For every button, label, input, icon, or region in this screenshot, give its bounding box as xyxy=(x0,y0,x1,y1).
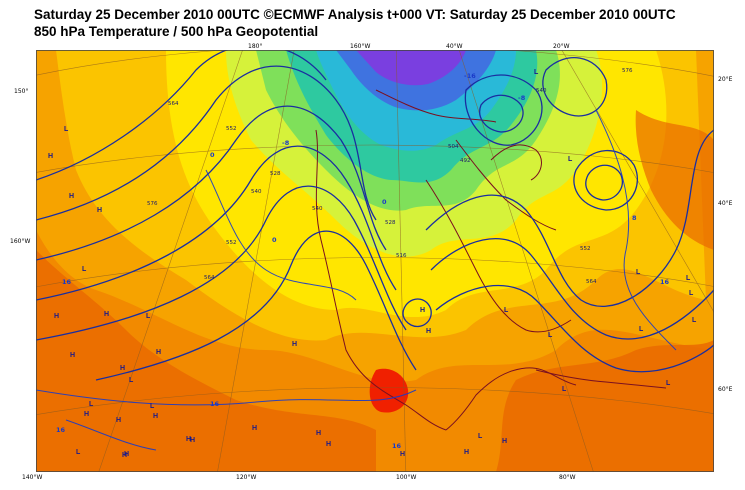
chart-title: Saturday 25 December 2010 00UTC ©ECMWF A… xyxy=(34,7,676,22)
contour-label-516: 516 xyxy=(396,253,407,259)
pressure-centers: H H H H H H H H H H H H H H H H H H H H … xyxy=(48,69,697,459)
temp-label-16: 16 xyxy=(392,442,402,450)
temp-label-minus16: -16 xyxy=(464,72,476,80)
high-marker: H xyxy=(97,207,102,214)
high-marker: H xyxy=(124,451,129,458)
contour-label-576: 576 xyxy=(147,201,158,207)
map-frame xyxy=(36,50,714,472)
contour-label-564: 564 xyxy=(168,101,179,107)
temp-band-dark-orange-ne xyxy=(635,110,714,250)
contour-label-552: 552 xyxy=(580,246,591,252)
temp-label-0: 0 xyxy=(272,236,277,244)
low-marker: L xyxy=(568,156,573,163)
low-marker: L xyxy=(129,377,134,384)
lon-label-20w: 20°W xyxy=(553,43,570,50)
high-marker: H xyxy=(190,437,195,444)
high-marker: H xyxy=(153,413,158,420)
low-marker: L xyxy=(504,307,509,314)
contour-label-528: 528 xyxy=(270,171,281,177)
high-marker: H xyxy=(316,430,321,437)
lon-label-bottom-140w: 140°W xyxy=(22,474,43,481)
contour-label-576: 576 xyxy=(622,68,633,74)
low-marker: L xyxy=(150,403,155,410)
contour-label-564: 564 xyxy=(204,275,215,281)
temp-band-violet xyxy=(356,50,466,86)
temp-label-8: 8 xyxy=(632,214,637,222)
high-marker: H xyxy=(116,417,121,424)
temp-label-16: 16 xyxy=(660,278,670,286)
chart-subtitle: 850 hPa Temperature / 500 hPa Geopotenti… xyxy=(34,24,319,39)
high-marker: H xyxy=(120,365,125,372)
coastlines xyxy=(315,89,667,431)
temp-band-dark-orange-west xyxy=(36,250,376,472)
low-marker: L xyxy=(146,313,151,320)
lon-label-bottom-120w: 120°W xyxy=(236,474,257,481)
low-marker: L xyxy=(562,386,567,393)
contour-label-504: 504 xyxy=(448,144,459,150)
high-marker: H xyxy=(69,193,74,200)
contour-label-492: 492 xyxy=(460,158,471,164)
high-marker: H xyxy=(54,313,59,320)
lon-label-bottom-80w: 80°W xyxy=(559,474,576,481)
temp-band-red-mexico xyxy=(369,368,409,413)
low-marker: L xyxy=(666,380,671,387)
low-marker: L xyxy=(76,449,81,456)
contour-label-552: 552 xyxy=(226,126,237,132)
temp-label-minus8: -8 xyxy=(282,139,290,147)
low-marker: L xyxy=(548,332,553,339)
temperature-labels: 0 -8 -16 0 16 16 16 16 -8 0 8 16 xyxy=(56,72,670,450)
low-marker: L xyxy=(639,326,644,333)
low-marker: L xyxy=(478,433,483,440)
chart-title-block: Saturday 25 December 2010 00UTC ©ECMWF A… xyxy=(34,6,676,40)
lon-label-bottom-100w: 100°W xyxy=(396,474,417,481)
low-marker: L xyxy=(692,317,697,324)
high-marker: H xyxy=(502,438,507,445)
high-marker: H xyxy=(156,349,161,356)
high-marker: H xyxy=(122,452,127,459)
lon-label-40w: 40°W xyxy=(446,43,463,50)
low-marker: L xyxy=(64,126,69,133)
geopotential-labels: 564 552 540 528 576 564 552 540 528 516 … xyxy=(147,68,633,285)
contour-label-540: 540 xyxy=(536,88,547,94)
contour-label-540: 540 xyxy=(312,206,323,212)
lat-label-right-40e: 40°E xyxy=(718,200,733,207)
high-marker: H xyxy=(426,328,431,335)
high-marker: H xyxy=(252,425,257,432)
low-marker: L xyxy=(636,269,641,276)
lat-label-left-150: 150° xyxy=(14,88,29,95)
high-marker: H xyxy=(464,449,469,456)
high-marker: H xyxy=(186,436,191,443)
high-marker: H xyxy=(70,352,75,359)
lon-label-160w: 160°W xyxy=(350,43,371,50)
lat-label-right-20e: 20°E xyxy=(718,76,733,83)
high-marker: H xyxy=(48,153,53,160)
temp-label-16: 16 xyxy=(210,400,220,408)
temperature-contours xyxy=(36,109,677,451)
lon-label-180: 180° xyxy=(248,43,263,50)
high-marker: H xyxy=(292,341,297,348)
lat-label-left-160w: 160°W xyxy=(10,238,31,245)
lat-label-right-60e: 60°E xyxy=(718,386,733,393)
low-marker: L xyxy=(534,69,539,76)
low-marker: L xyxy=(686,275,691,282)
contour-label-564: 564 xyxy=(586,279,597,285)
high-marker: H xyxy=(400,451,405,458)
temp-label-16: 16 xyxy=(56,426,66,434)
contour-label-540: 540 xyxy=(251,189,262,195)
high-marker: H xyxy=(326,441,331,448)
temp-label-0: 0 xyxy=(382,198,387,206)
temp-label-0: 0 xyxy=(210,151,215,159)
contour-label-528: 528 xyxy=(385,220,396,226)
low-marker: L xyxy=(89,401,94,408)
low-marker: L xyxy=(689,290,694,297)
temp-label-minus8: -8 xyxy=(518,94,526,102)
contour-label-552: 552 xyxy=(226,240,237,246)
temp-label-16: 16 xyxy=(62,278,72,286)
high-marker: H xyxy=(420,307,425,314)
weather-map: H H H H H H H H H H H H H H H H H H H H … xyxy=(36,50,714,472)
high-marker: H xyxy=(104,311,109,318)
low-marker: L xyxy=(82,266,87,273)
high-marker: H xyxy=(84,411,89,418)
